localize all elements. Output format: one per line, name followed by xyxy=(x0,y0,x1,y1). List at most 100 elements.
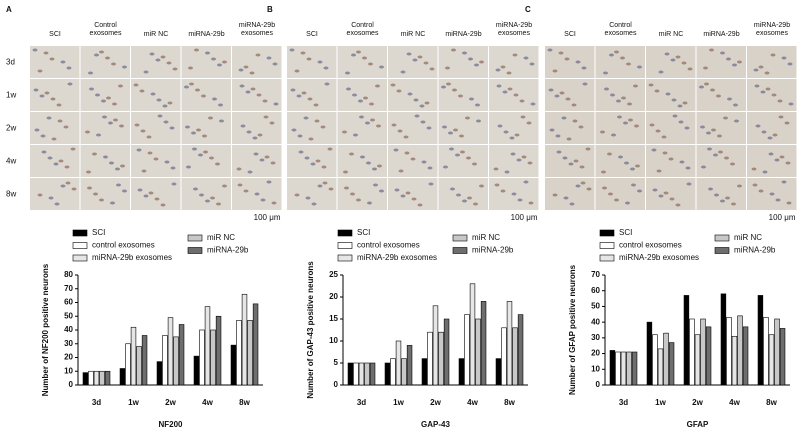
cell xyxy=(575,60,581,64)
cell xyxy=(294,69,300,73)
cell xyxy=(709,48,714,52)
micrograph xyxy=(545,145,595,177)
cell xyxy=(713,153,718,157)
cell xyxy=(303,116,309,120)
cell xyxy=(672,114,678,118)
bar xyxy=(768,334,775,386)
cell xyxy=(781,56,787,60)
cell xyxy=(549,128,555,132)
column-header: SCI xyxy=(306,31,318,38)
cell xyxy=(222,184,227,188)
y-tick-label: 50 xyxy=(64,311,73,320)
cell xyxy=(403,135,409,139)
cell xyxy=(429,67,435,71)
cell xyxy=(140,129,146,133)
cell xyxy=(350,192,355,196)
micrograph xyxy=(232,46,282,78)
cell xyxy=(368,62,373,66)
legend-label: miR NC xyxy=(734,233,762,242)
cell xyxy=(426,126,432,130)
cell xyxy=(552,193,558,197)
cell xyxy=(611,133,616,137)
cell xyxy=(506,71,512,75)
cell xyxy=(771,93,777,97)
cell xyxy=(623,121,628,125)
cell xyxy=(495,68,501,72)
y-axis-label: Number of GFAP positive neurons xyxy=(568,264,577,395)
y-tick-label: 70 xyxy=(64,284,73,293)
legend-label: miRNA-29b exosomes xyxy=(92,253,172,262)
cell xyxy=(163,120,169,124)
bar xyxy=(99,370,105,386)
cell xyxy=(586,187,592,191)
cell xyxy=(143,70,149,74)
cell xyxy=(701,165,706,169)
cell xyxy=(661,135,667,139)
cell xyxy=(493,167,499,171)
y-tick-label: 10 xyxy=(591,364,600,373)
cell xyxy=(494,183,500,187)
cell xyxy=(562,156,568,160)
cell xyxy=(164,160,170,164)
cell xyxy=(517,198,523,202)
cell xyxy=(186,165,191,169)
legend-swatch xyxy=(72,242,88,249)
cell xyxy=(761,130,767,134)
cell xyxy=(255,53,261,57)
column-header: Control exosomes xyxy=(604,22,637,37)
y-tick-label: 0 xyxy=(596,380,601,389)
bar xyxy=(512,327,518,386)
cell xyxy=(304,156,310,160)
cell xyxy=(238,68,244,72)
micrograph xyxy=(646,46,696,78)
cell xyxy=(266,56,272,60)
cell xyxy=(110,201,115,205)
bar xyxy=(364,362,370,386)
cell xyxy=(171,182,177,186)
cell xyxy=(400,70,406,74)
legend-swatch xyxy=(187,234,203,242)
legend-label: control exosomes xyxy=(92,241,155,250)
cell xyxy=(40,134,46,138)
cell xyxy=(580,181,586,185)
cell xyxy=(311,202,317,206)
cell xyxy=(716,94,721,98)
cell xyxy=(351,53,356,57)
cell xyxy=(559,91,565,95)
cell xyxy=(520,115,526,119)
cell xyxy=(376,124,381,128)
cell xyxy=(208,116,213,120)
cell xyxy=(133,83,139,87)
micrograph xyxy=(232,145,282,177)
cell xyxy=(725,196,730,200)
cell xyxy=(394,188,400,192)
cell xyxy=(420,120,426,124)
cell xyxy=(450,187,455,191)
bar xyxy=(178,324,185,386)
cell xyxy=(625,201,630,205)
cell xyxy=(417,55,423,59)
cell xyxy=(37,69,43,73)
cell xyxy=(259,158,265,162)
cell xyxy=(137,188,143,192)
y-tick-label: 20 xyxy=(591,349,600,358)
cell xyxy=(479,60,484,64)
cell xyxy=(112,102,117,106)
cell xyxy=(424,101,430,105)
cell xyxy=(324,82,330,86)
cell xyxy=(198,153,203,157)
cell xyxy=(33,88,39,92)
micrograph xyxy=(696,145,746,177)
column-header: Control exosomes xyxy=(346,22,379,37)
bar xyxy=(620,351,627,386)
legend-swatch xyxy=(337,242,353,249)
cell xyxy=(379,65,384,69)
cell xyxy=(737,184,742,188)
cell xyxy=(427,166,433,170)
cell xyxy=(527,161,533,165)
micrograph xyxy=(747,46,797,78)
bar xyxy=(443,318,450,386)
cell xyxy=(169,126,175,130)
cell xyxy=(202,134,207,138)
